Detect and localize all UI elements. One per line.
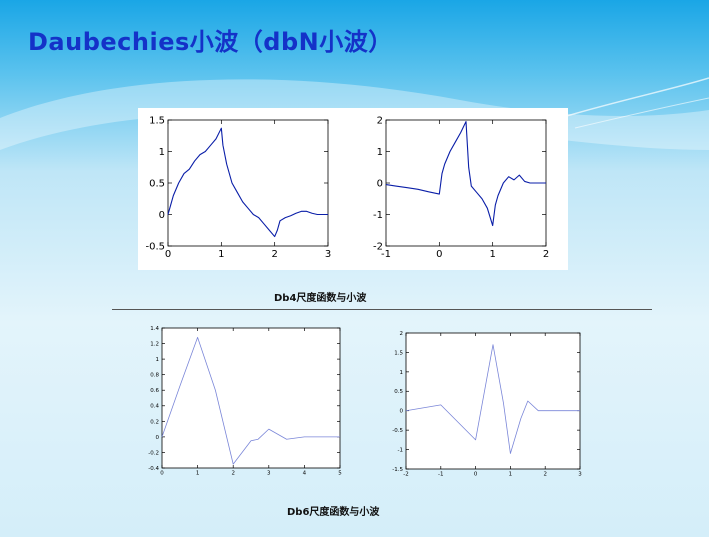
db4-scaling-chart: 0 1 2 3-0.500.511.5 xyxy=(145,116,331,261)
y-tick-label: 1.5 xyxy=(394,350,403,356)
x-tick-label: 4 xyxy=(303,471,307,477)
y-tick-label: 0.5 xyxy=(149,179,165,190)
y-tick-label: -0.5 xyxy=(392,428,403,434)
db4-caption: Db4尺度函数与小波 xyxy=(274,293,367,304)
x-tick-label: 1 xyxy=(509,472,513,478)
y-tick-label: 0 xyxy=(400,409,404,415)
y-tick-label: 1 xyxy=(159,147,165,158)
plot-background xyxy=(162,328,340,468)
db4-figure-panel: 0 1 2 3 -0.5 0 0.5 1 1.5 -1 0 1 2 -2 -1 0 1 2 xyxy=(138,108,568,270)
x-tick-label: 1 xyxy=(218,249,224,260)
y-tick-label: 0 xyxy=(159,210,165,221)
y-tick-label: 0 xyxy=(156,435,160,441)
x-tick-label: -1 xyxy=(381,249,391,260)
y-tick-label: 1.4 xyxy=(150,326,159,332)
series-line xyxy=(167,127,328,238)
x-tick-label: 0 xyxy=(474,472,478,478)
x-tick-label: 2 xyxy=(543,472,547,478)
y-tick-label: 1.2 xyxy=(150,341,159,347)
db6-figure-panel: 0 1 2 3 4 5 -0.4 -0.2 0 0.2 0.4 0.6 0.8 1 1.2 1.4 -2 -1 0… xyxy=(138,318,600,488)
y-tick-label: 0.2 xyxy=(150,419,159,425)
divider-line xyxy=(112,309,652,310)
db6-caption: Db6尺度函数与小波 xyxy=(287,507,380,518)
y-tick-label: 0 xyxy=(377,179,383,190)
plot-frame xyxy=(167,119,329,247)
x-tick-label: 0 xyxy=(160,471,164,477)
y-tick-label: 1 xyxy=(377,147,383,158)
x-tick-label: -1 xyxy=(438,472,443,478)
plot-background xyxy=(406,333,580,469)
y-tick-label: -0.5 xyxy=(145,242,165,253)
x-tick-label: 3 xyxy=(267,471,271,477)
plot-frame xyxy=(405,332,581,470)
slide-title: Daubechies小波（dbN小波） xyxy=(28,28,393,56)
y-tick-label: 1 xyxy=(156,357,160,363)
series-line xyxy=(385,121,546,227)
y-tick-label: 2 xyxy=(400,331,404,337)
y-tick-label: 0.5 xyxy=(394,389,403,395)
y-tick-label: -0.2 xyxy=(148,450,159,456)
y-tick-label: 2 xyxy=(377,116,383,127)
y-tick-label: 1.5 xyxy=(149,116,165,127)
x-tick-label: 3 xyxy=(325,249,331,260)
series-line xyxy=(405,344,580,454)
x-tick-label: 0 xyxy=(436,249,442,260)
y-tick-label: 0.6 xyxy=(150,388,159,394)
x-tick-label: 1 xyxy=(489,249,495,260)
y-tick-label: 0.8 xyxy=(150,373,159,379)
x-tick-label: 2 xyxy=(231,471,235,477)
x-tick-label: -2 xyxy=(403,472,408,478)
y-tick-label: -1 xyxy=(373,210,383,221)
series-line xyxy=(161,336,340,465)
x-tick-label: 1 xyxy=(196,471,200,477)
x-tick-label: 3 xyxy=(578,472,582,478)
y-tick-label: -0.4 xyxy=(148,466,159,472)
y-tick-label: 1 xyxy=(400,370,404,376)
y-tick-label: -2 xyxy=(373,242,383,253)
db6-wavelet-chart: -2 -1 0 1 2 3 -1.5 -1 -0.5 0 0.5 1 1.5 2 xyxy=(392,331,582,478)
x-tick-label: 2 xyxy=(543,249,549,260)
plot-frame xyxy=(161,327,341,469)
db6-scaling-chart: 0 1 2 3 4 5 -0.4 -0.2 0 0.2 0.4 0.6 0.8 1 1.2 1.4 xyxy=(148,326,342,477)
x-tick-label: 0 xyxy=(165,249,171,260)
plot-frame xyxy=(385,119,547,247)
y-tick-label: 0.4 xyxy=(150,404,159,410)
x-tick-label: 5 xyxy=(338,471,342,477)
x-tick-label: 2 xyxy=(271,249,277,260)
y-tick-label: -1 xyxy=(398,447,403,453)
y-tick-label: -1.5 xyxy=(392,467,403,473)
